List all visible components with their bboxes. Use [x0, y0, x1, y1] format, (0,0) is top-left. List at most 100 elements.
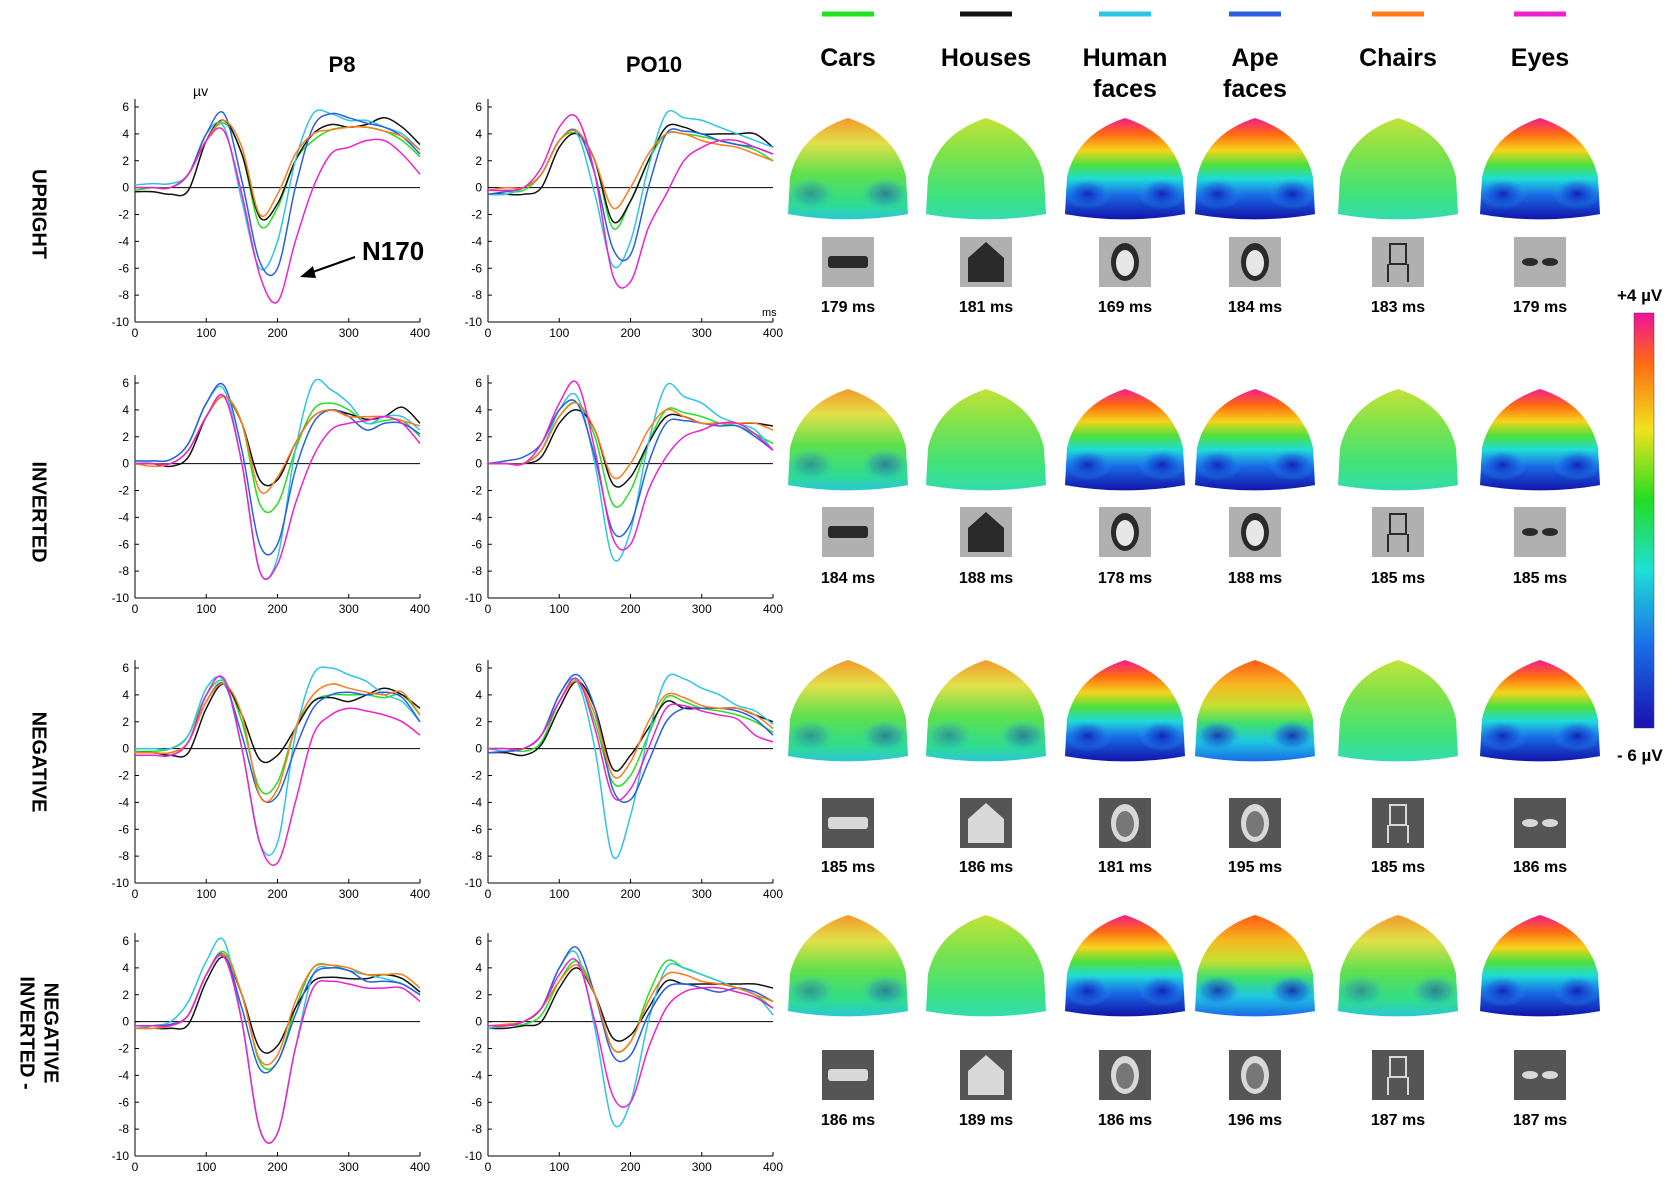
scalp-map: [1338, 389, 1458, 491]
y-tick-label: -2: [118, 1042, 129, 1056]
y-tick-label: 2: [122, 154, 129, 168]
y-tick-label: 4: [122, 688, 129, 702]
category-label: Ape: [1231, 44, 1278, 72]
eye-icon: [1542, 528, 1558, 536]
peak-latency-label: 178 ms: [1098, 570, 1152, 587]
condition-label: UPRIGHT: [28, 169, 50, 259]
x-tick-label: 200: [267, 1160, 287, 1174]
topography-map: 188 ms: [1193, 389, 1317, 587]
peak-latency-label: 187 ms: [1371, 1112, 1425, 1129]
eye-icon: [1522, 819, 1538, 827]
category-label: Chairs: [1359, 44, 1437, 72]
scalp-negativity-right: [1268, 719, 1317, 752]
y-tick-label: 0: [122, 742, 129, 756]
y-tick-label: 6: [122, 934, 129, 948]
topography-map: 179 ms: [1478, 118, 1602, 316]
topography-map: 195 ms: [1193, 660, 1317, 876]
topography-map: 178 ms: [1063, 389, 1187, 587]
topography-map: 186 ms: [786, 915, 910, 1129]
erp-series-line: [134, 679, 421, 795]
scalp-map: [1338, 660, 1458, 762]
scalp-negativity-right: [1411, 974, 1460, 1007]
stimulus-thumbnail: [1514, 798, 1566, 848]
erp-series-line: [488, 677, 774, 801]
y-tick-label: 4: [122, 127, 129, 141]
eye-icon: [1542, 258, 1558, 266]
chair-icon: [1389, 243, 1407, 265]
electrode-label-po10: PO10: [626, 52, 682, 77]
x-tick-label: 100: [549, 1160, 569, 1174]
car-icon: [828, 256, 868, 268]
erp-series-line: [487, 129, 774, 210]
erp-series-line: [487, 959, 774, 1053]
car-icon: [828, 817, 868, 829]
y-tick-label: -10: [112, 876, 130, 890]
topography-map: 185 ms: [1338, 389, 1458, 587]
y-tick-label: -8: [118, 564, 129, 578]
erp-series-line: [487, 673, 774, 804]
peak-latency-label: 185 ms: [1371, 859, 1425, 876]
scalp-map: [926, 118, 1046, 220]
topography-map: 185 ms: [1478, 389, 1602, 587]
topography-map: 184 ms: [786, 389, 910, 587]
y-tick-label: -2: [471, 484, 482, 498]
y-tick-label: 6: [122, 661, 129, 675]
y-tick-label: 0: [475, 457, 482, 471]
scalp-negativity-left: [1478, 719, 1527, 752]
topography-map: 184 ms: [1193, 118, 1317, 316]
condition-label: INVERTED: [28, 461, 50, 562]
peak-latency-label: 187 ms: [1513, 1112, 1567, 1129]
topography-map: 189 ms: [926, 915, 1046, 1129]
scalp-negativity-right: [1553, 974, 1602, 1007]
y-tick-label: 4: [475, 127, 482, 141]
x-tick-label: 300: [339, 1160, 359, 1174]
erp-series-line: [134, 953, 421, 1066]
y-tick-label: 6: [122, 100, 129, 114]
x-tick-label: 0: [485, 602, 492, 616]
x-tick-label: 400: [763, 1160, 783, 1174]
stimulus-thumbnail: [1372, 1050, 1424, 1100]
n170-annotation: N170: [362, 236, 424, 266]
y-tick-label: -10: [112, 315, 130, 329]
y-tick-label: -4: [471, 510, 482, 524]
erp-series-line: [487, 680, 774, 772]
scalp-negativity-right: [861, 448, 910, 481]
x-tick-label: 300: [692, 887, 712, 901]
topography-map: 196 ms: [1193, 915, 1317, 1129]
y-tick-label: -2: [118, 769, 129, 783]
face-inner-icon: [1246, 250, 1264, 276]
erp-series-line: [487, 680, 774, 787]
y-tick-label: -8: [471, 849, 482, 863]
face-inner-icon: [1116, 520, 1134, 546]
y-tick-label: 6: [475, 934, 482, 948]
x-tick-label: 300: [692, 326, 712, 340]
peak-latency-label: 186 ms: [1513, 859, 1567, 876]
y-tick-label: -2: [471, 1042, 482, 1056]
face-inner-icon: [1116, 811, 1134, 837]
category-legend: Cars Houses Human faces Ape faces Chairs Eyes: [820, 11, 1569, 103]
y-tick-label: -10: [465, 591, 483, 605]
eye-icon: [1522, 258, 1538, 266]
x-tick-label: 100: [549, 326, 569, 340]
y-tick-label: -8: [118, 849, 129, 863]
eye-icon: [1542, 1071, 1558, 1079]
y-tick-label: 2: [475, 154, 482, 168]
y-tick-label: 4: [122, 403, 129, 417]
x-tick-label: 300: [339, 887, 359, 901]
scalp-negativity-left: [1478, 974, 1527, 1007]
condition-label: INVERTED -: [16, 976, 38, 1089]
erp-series-line: [135, 683, 421, 803]
y-tick-label: -6: [118, 1095, 129, 1109]
erp-series-line: [487, 946, 774, 1063]
erp-series-line: [134, 950, 421, 1071]
scalp-negativity-right: [1268, 448, 1317, 481]
y-tick-label: 2: [475, 430, 482, 444]
face-inner-icon: [1116, 250, 1134, 276]
scalp-negativity-left: [786, 974, 835, 1007]
erp-series-line: [134, 956, 421, 1054]
erp-series-line: [134, 954, 421, 1144]
x-tick-label: 100: [196, 602, 216, 616]
erp-series-line: [134, 117, 421, 221]
